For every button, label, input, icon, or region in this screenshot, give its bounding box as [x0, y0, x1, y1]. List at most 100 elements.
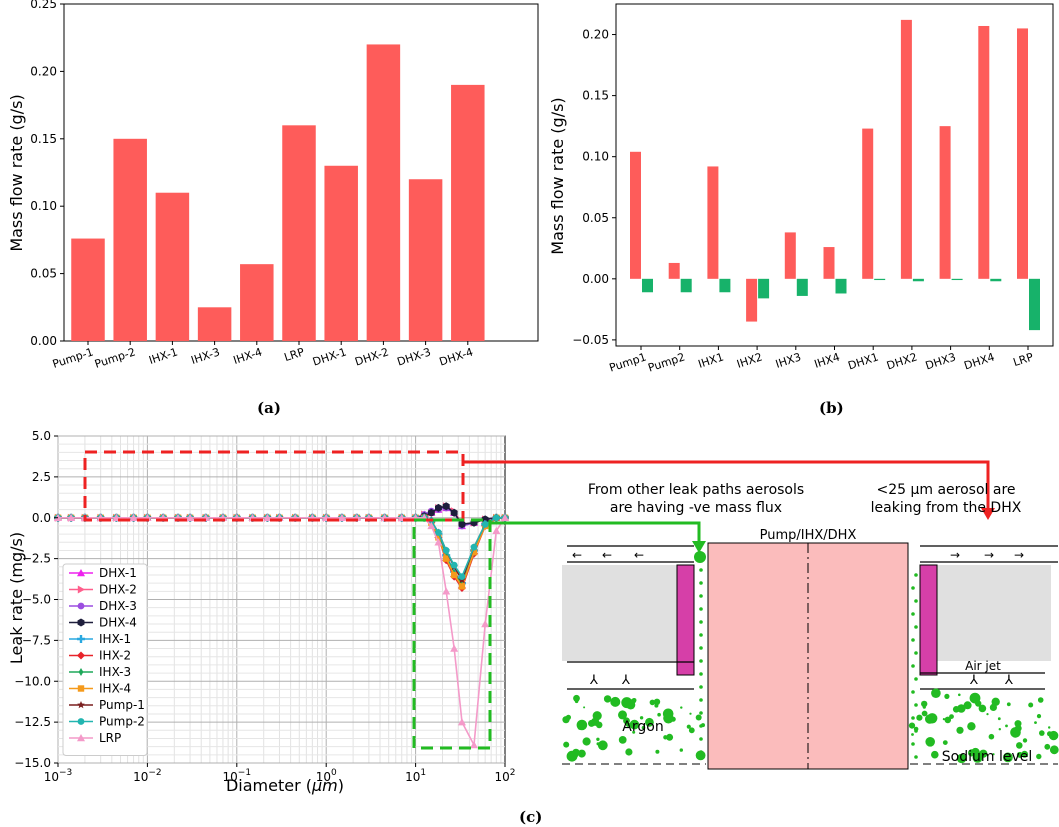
chart-c-point — [77, 585, 85, 594]
aerosol-dot — [952, 706, 960, 713]
pump-ihx-dhx-body — [707, 542, 909, 770]
chart-b-bar-negative — [951, 278, 963, 281]
aerosol-dot — [597, 740, 608, 751]
chart-c-xtick-exponent: −2 — [148, 768, 161, 778]
argon-label: Argon — [622, 719, 663, 735]
chart-a-bar — [197, 307, 232, 341]
left-grey-block — [562, 565, 677, 661]
aerosol-dot — [680, 706, 683, 709]
aerosol-dot — [911, 612, 915, 616]
aerosol-dot — [663, 735, 668, 740]
aerosol-dot — [663, 713, 674, 724]
chart-c-point — [77, 618, 85, 627]
chart-c-legend-item: DHX-3 — [69, 599, 137, 613]
chart-b-xtick-label: DHX3 — [924, 350, 958, 372]
chart-c-xtick-label: 10−3 — [44, 768, 73, 784]
chart-b-ytick-label: 0.20 — [582, 28, 609, 42]
chart-c-legend-box — [62, 563, 148, 756]
aerosol-dot — [689, 712, 692, 715]
chart-c-point — [442, 587, 451, 595]
aerosol-dot — [699, 568, 703, 572]
chart-c-xtick-base: 10 — [44, 770, 59, 784]
aerosol-particles — [562, 551, 1059, 764]
chart-c-legend-label: IHX-3 — [99, 665, 131, 679]
aerosol-dot — [925, 737, 935, 747]
chart-a-ytick-label: 0.10 — [30, 199, 57, 213]
chart-c-point — [77, 701, 85, 709]
chart-c-legend-label: IHX-4 — [99, 682, 131, 696]
chart-b-xtick-label: Pump1 — [608, 350, 648, 374]
chart-c-legend-item: Pump-2 — [69, 715, 145, 729]
chart-a-ylabel: Mass flow rate (g/s) — [7, 94, 26, 251]
aerosol-dot — [1039, 730, 1045, 736]
chart-c-legend-item: DHX-1 — [69, 566, 137, 580]
aerosol-dot — [1028, 702, 1034, 708]
chart-c-point — [77, 635, 85, 643]
chart-c-xtick-exponent: 2 — [510, 768, 516, 778]
chart-a-xtick-label: DHX-1 — [311, 345, 348, 368]
aerosol-dot — [699, 672, 703, 676]
chart-c-legend-label: DHX-3 — [99, 599, 137, 613]
chart-c-point — [78, 668, 84, 676]
chart-a-xtick-label: IHX-3 — [189, 345, 221, 366]
chart-c-point — [469, 741, 478, 749]
chart-c-point — [443, 555, 450, 562]
aerosol-dot — [562, 716, 570, 724]
aerosol-dot — [574, 753, 579, 758]
aerosol-dot — [958, 693, 961, 697]
chart-c-xtick-base: 10 — [494, 770, 509, 784]
chart-c-legend-label: Pump-1 — [99, 698, 145, 712]
chart-c-legend-label: DHX-1 — [99, 566, 137, 580]
chart-c-point — [470, 543, 478, 551]
chart-c-legend-item: IHX-2 — [69, 649, 131, 663]
aerosol-dot — [699, 581, 703, 585]
aerosol-dot — [911, 586, 915, 590]
aerosol-dot — [632, 730, 636, 734]
aerosol-dot — [694, 551, 706, 563]
aerosol-dot — [944, 693, 950, 700]
chart-b-ytick-label: 0.05 — [582, 211, 609, 225]
left-flow-arrow-3-icon: ← — [634, 548, 644, 562]
chart-c-point — [450, 561, 458, 569]
aerosol-dot — [699, 698, 703, 702]
center-label: Pump/IHX/DHX — [760, 528, 857, 543]
aerosol-dot — [577, 749, 586, 758]
aerosol-dot — [1047, 731, 1052, 737]
aerosol-dot — [968, 749, 976, 757]
aerosol-dot — [914, 677, 918, 681]
chart-b-bar-negative — [758, 278, 770, 299]
aerosol-dot — [914, 599, 918, 603]
green-connector-arrow — [490, 521, 701, 545]
aerosol-dot — [1016, 751, 1023, 758]
aerosol-dot — [967, 722, 976, 731]
aerosol-dot — [921, 700, 928, 708]
chart-b-bar-positive — [630, 151, 641, 279]
chart-b-bar-negative — [835, 278, 847, 294]
chart-c-legend-label: Pump-2 — [99, 715, 145, 729]
chart-c-point — [450, 571, 458, 579]
chart-a-ytick-label: 0.00 — [30, 334, 57, 348]
aerosol-dot — [679, 748, 683, 752]
chart-c-point — [434, 538, 443, 546]
caption-b: (b) — [819, 399, 844, 417]
aerosol-dot — [1022, 738, 1028, 743]
chart-b-bar-positive — [784, 232, 796, 279]
chart-b-bar-negative — [642, 278, 653, 293]
aerosol-dot — [655, 749, 660, 754]
chart-b-xtick-label: IHX3 — [774, 350, 803, 370]
red-dashed-box — [83, 450, 465, 522]
aerosol-dot — [949, 714, 954, 719]
chart-c-ytick-label: 2.5 — [32, 470, 51, 484]
chart-c-xtick-exponent: 1 — [420, 768, 426, 778]
chart-b-xtick-label: Pump2 — [646, 350, 686, 374]
caption-c: (c) — [519, 808, 543, 826]
chart-b-ytick-label: 0.10 — [582, 150, 609, 164]
aerosol-dot — [963, 701, 972, 710]
chart-b-xtick-label: DHX4 — [962, 350, 996, 372]
chart-c-point — [427, 521, 436, 530]
aerosol-dot — [978, 704, 987, 713]
chart-c-xtick-label: 10−2 — [133, 768, 162, 784]
chart-c-point — [450, 644, 459, 652]
aerosol-dot — [577, 724, 584, 730]
